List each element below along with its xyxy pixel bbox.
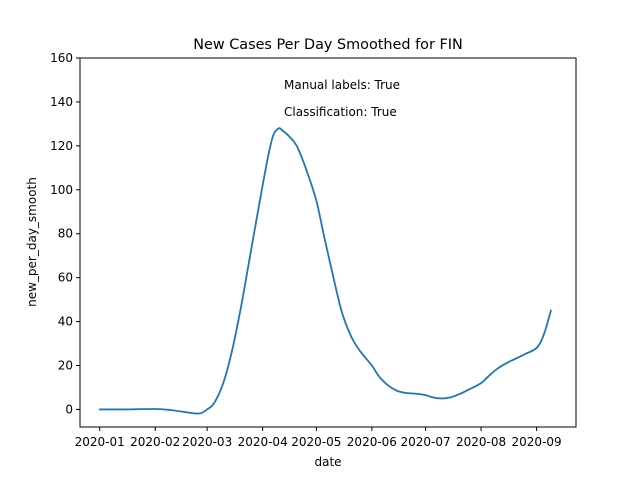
x-tick-label: 2020-06 [347, 435, 397, 449]
y-tick-label: 80 [58, 227, 73, 241]
x-tick-label: 2020-03 [182, 435, 232, 449]
x-axis-label: date [314, 455, 341, 469]
y-tick-label: 120 [50, 139, 73, 153]
y-tick-label: 100 [50, 183, 73, 197]
x-tick-label: 2020-07 [401, 435, 451, 449]
y-axis-label: new_per_day_smooth [25, 177, 39, 307]
y-tick-label: 20 [58, 359, 73, 373]
x-tick-label: 2020-02 [130, 435, 180, 449]
series-line [98, 127, 552, 415]
x-tick-label: 2020-04 [238, 435, 288, 449]
y-tick-label: 0 [65, 402, 73, 416]
y-tick-label: 60 [58, 271, 73, 285]
x-tick-label: 2020-05 [291, 435, 341, 449]
y-tick-label: 160 [50, 51, 73, 65]
x-tick-label: 2020-09 [512, 435, 562, 449]
annotation-classification: Classification: True [284, 105, 397, 119]
x-tick-label: 2020-08 [456, 435, 506, 449]
y-axis-ticks: 0 20 40 60 80 100 120 140 160 [50, 51, 80, 416]
x-axis-ticks: 2020-01 2020-02 2020-03 2020-04 2020-05 2020-… [75, 427, 562, 449]
annotation-manual-labels: Manual labels: True [284, 78, 400, 92]
x-tick-label: 2020-01 [75, 435, 125, 449]
plot-frame [79, 57, 577, 428]
y-tick-label: 40 [58, 315, 73, 329]
y-tick-label: 140 [50, 95, 73, 109]
chart-title: New Cases Per Day Smoothed for FIN [193, 37, 463, 53]
